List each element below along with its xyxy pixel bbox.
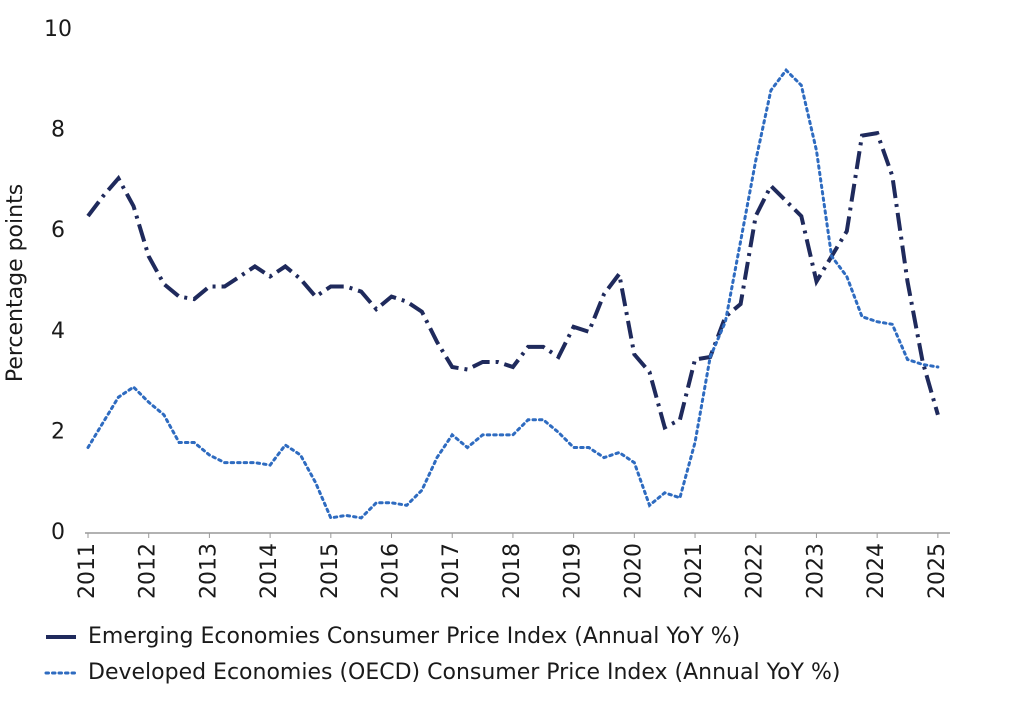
x-tick-label: 2024: [864, 543, 889, 599]
x-tick-label: 2011: [75, 543, 100, 599]
x-tick-label: 2022: [743, 543, 768, 599]
y-tick-label: 6: [51, 218, 65, 243]
legend-label: Emerging Economies Consumer Price Index …: [88, 624, 740, 649]
x-tick-label: 2014: [257, 543, 282, 599]
y-tick-label: 4: [51, 319, 65, 344]
y-axis-label: Percentage points: [3, 184, 28, 382]
x-tick-label: 2013: [196, 543, 221, 599]
legend-label: Developed Economies (OECD) Consumer Pric…: [88, 660, 840, 685]
x-tick-label: 2020: [621, 543, 646, 599]
y-tick-label: 0: [51, 520, 65, 545]
series-line: [86, 130, 940, 431]
x-tick-label: 2016: [379, 543, 404, 599]
x-tick-label: 2023: [803, 543, 828, 599]
y-tick-label: 10: [44, 17, 72, 42]
x-tick-label: 2018: [500, 543, 525, 599]
x-tick-label: 2021: [682, 543, 707, 599]
x-tick-label: 2012: [136, 543, 161, 599]
series-line: [86, 67, 940, 520]
y-tick-label: 2: [51, 419, 65, 444]
x-tick-label: 2019: [561, 543, 586, 599]
x-tick-label: 2015: [318, 543, 343, 599]
y-tick-label: 8: [51, 118, 65, 143]
x-tick-label: 2017: [439, 543, 464, 599]
x-tick-label: 2025: [925, 543, 950, 599]
